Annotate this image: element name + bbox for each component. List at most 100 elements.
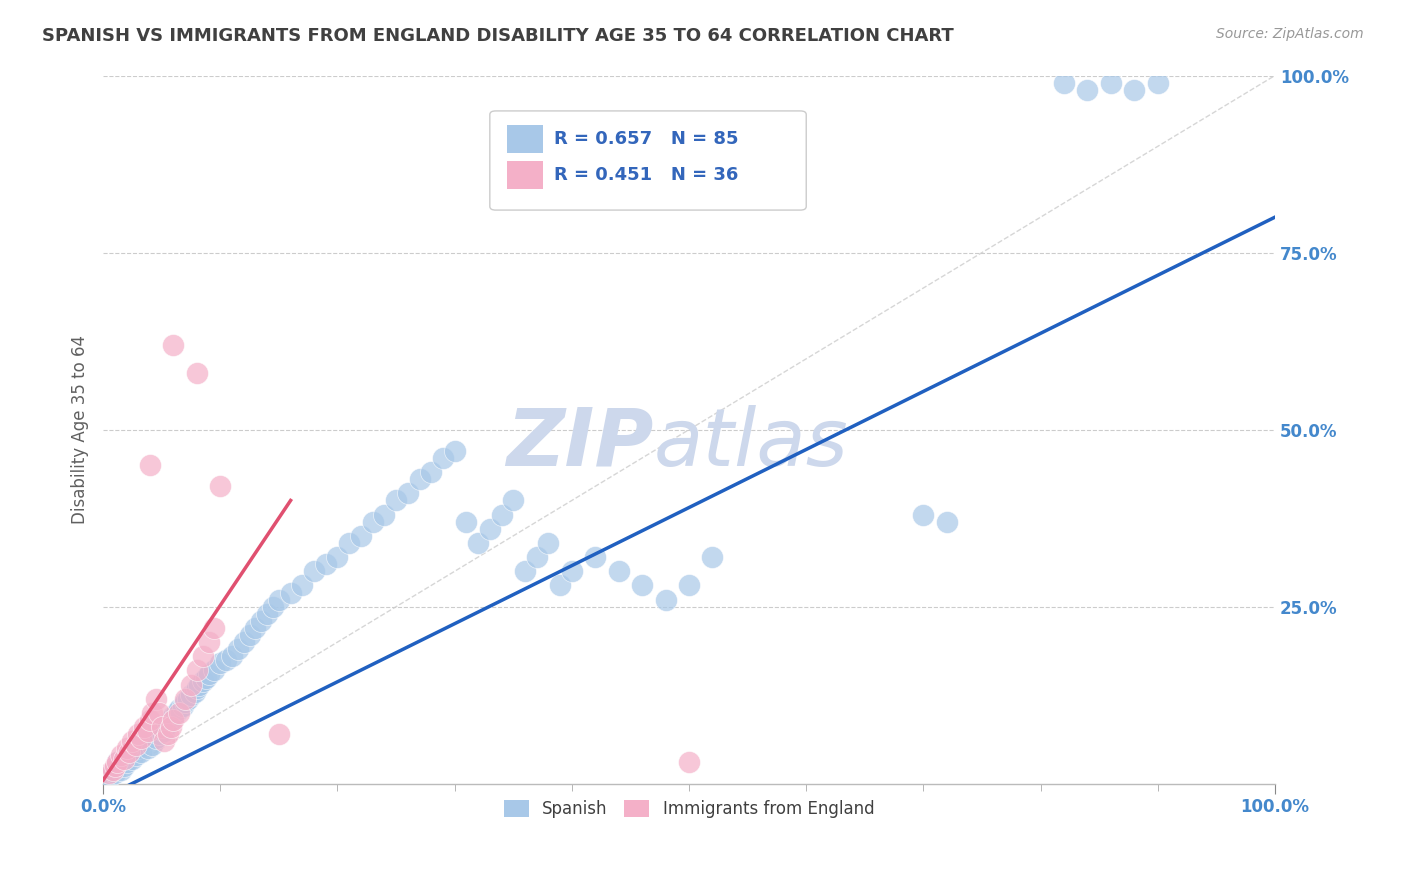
Point (373, 508, 395, 522)
Point (118, 748, 141, 763)
Point (105, 756, 128, 770)
Point (165, 706, 187, 720)
Point (204, 621, 226, 635)
Point (204, 664, 226, 678)
Point (678, 578, 700, 592)
Point (1099, 76, 1122, 90)
Point (153, 734, 176, 748)
Point (702, 550, 724, 565)
Point (631, 578, 654, 592)
Point (125, 748, 148, 763)
Point (148, 706, 170, 720)
Point (101, 763, 124, 777)
Point (456, 515, 478, 529)
Point (302, 564, 325, 578)
Point (526, 550, 548, 565)
Point (467, 536, 489, 550)
Legend: Spanish, Immigrants from England: Spanish, Immigrants from England (498, 794, 882, 825)
Point (396, 486, 419, 500)
Point (215, 653, 238, 667)
Point (136, 723, 159, 738)
Point (502, 493, 524, 508)
Point (186, 681, 208, 695)
Point (118, 745, 141, 759)
Point (478, 522, 501, 536)
Point (105, 756, 128, 770)
Point (172, 698, 194, 713)
Point (148, 727, 170, 741)
Point (145, 691, 167, 706)
Point (150, 720, 173, 734)
Point (160, 720, 183, 734)
Point (607, 564, 630, 578)
Point (221, 649, 243, 664)
Y-axis label: Disability Age 35 to 64: Disability Age 35 to 64 (72, 335, 89, 524)
Point (110, 763, 132, 777)
Point (239, 628, 262, 642)
Point (191, 674, 214, 689)
Point (280, 585, 302, 599)
Bar (508, 161, 543, 189)
Text: R = 0.451   N = 36: R = 0.451 N = 36 (554, 166, 738, 184)
Point (110, 748, 132, 763)
Point (134, 720, 156, 734)
Point (169, 702, 191, 716)
Point (139, 713, 162, 727)
Point (104, 759, 127, 773)
Point (160, 713, 183, 727)
Point (129, 731, 152, 745)
Point (195, 671, 218, 685)
Point (315, 557, 337, 571)
Point (125, 738, 148, 752)
Text: Source: ZipAtlas.com: Source: ZipAtlas.com (1216, 27, 1364, 41)
Point (245, 621, 267, 635)
Point (134, 734, 156, 748)
Point (156, 716, 179, 731)
Point (420, 465, 443, 479)
Point (112, 752, 135, 766)
Text: R = 0.657   N = 85: R = 0.657 N = 85 (554, 130, 738, 148)
Point (101, 763, 124, 777)
Point (1123, 83, 1146, 97)
Point (337, 536, 360, 550)
Point (291, 578, 314, 592)
Point (121, 734, 143, 748)
Point (232, 635, 254, 649)
Point (169, 706, 191, 720)
Point (121, 752, 143, 766)
Point (537, 536, 560, 550)
Point (935, 515, 957, 529)
Point (180, 688, 202, 702)
Point (250, 614, 273, 628)
Point (432, 450, 454, 465)
Point (1076, 83, 1098, 97)
Point (115, 756, 138, 770)
Point (209, 657, 232, 671)
Point (513, 564, 536, 578)
Point (139, 727, 162, 741)
Point (267, 727, 290, 741)
Point (112, 759, 135, 773)
Point (443, 443, 465, 458)
Point (186, 664, 208, 678)
Point (180, 677, 202, 691)
Point (127, 741, 149, 756)
Point (174, 695, 197, 709)
Point (176, 691, 198, 706)
Point (678, 756, 700, 770)
Text: ZIP: ZIP (506, 405, 654, 483)
Point (350, 529, 373, 543)
Point (150, 720, 173, 734)
Point (98, 766, 121, 780)
Point (162, 337, 184, 351)
Point (129, 745, 152, 759)
Point (385, 493, 408, 508)
Point (186, 366, 208, 380)
Point (912, 508, 935, 522)
Point (174, 691, 197, 706)
Point (262, 599, 284, 614)
Point (561, 564, 583, 578)
Point (1053, 76, 1076, 90)
Point (139, 458, 162, 472)
Point (491, 508, 513, 522)
